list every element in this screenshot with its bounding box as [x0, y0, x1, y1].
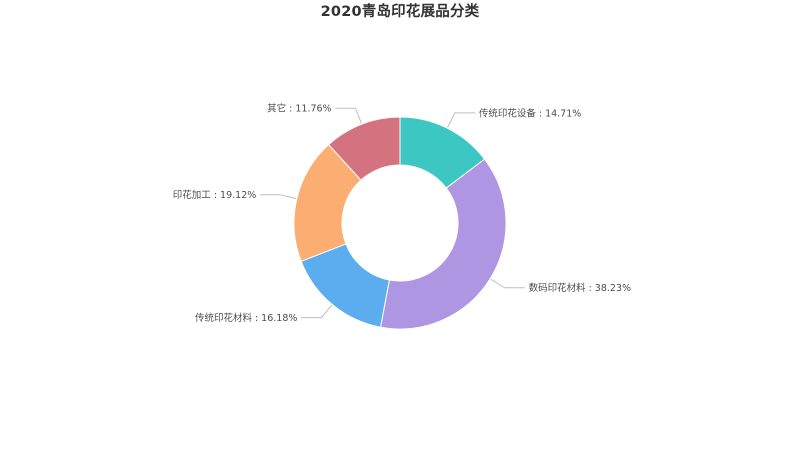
leader-line: [300, 304, 333, 319]
donut-leader-lines: [259, 107, 526, 319]
donut-slices: [293, 116, 507, 330]
donut-slice[interactable]: [380, 158, 507, 330]
leader-line: [490, 278, 526, 289]
leader-line: [259, 194, 297, 199]
chart-title: 2020青岛印花展品分类: [320, 4, 480, 20]
slice-label: 数码印花材料 : 38.23%: [529, 282, 631, 294]
slice-label: 其它 : 11.76%: [267, 103, 331, 115]
donut-slice-labels: 传统印花设备 : 14.71% 数码印花材料 : 38.23% 传统印花材料 : 1…: [173, 103, 631, 324]
slice-label: 传统印花材料 : 16.18%: [195, 312, 297, 324]
leader-line: [447, 112, 476, 128]
leader-line: [335, 107, 362, 124]
donut-slice[interactable]: [328, 116, 401, 181]
slice-label: 传统印花设备 : 14.71%: [479, 107, 581, 119]
slice-label: 印花加工 : 19.12%: [173, 189, 256, 201]
